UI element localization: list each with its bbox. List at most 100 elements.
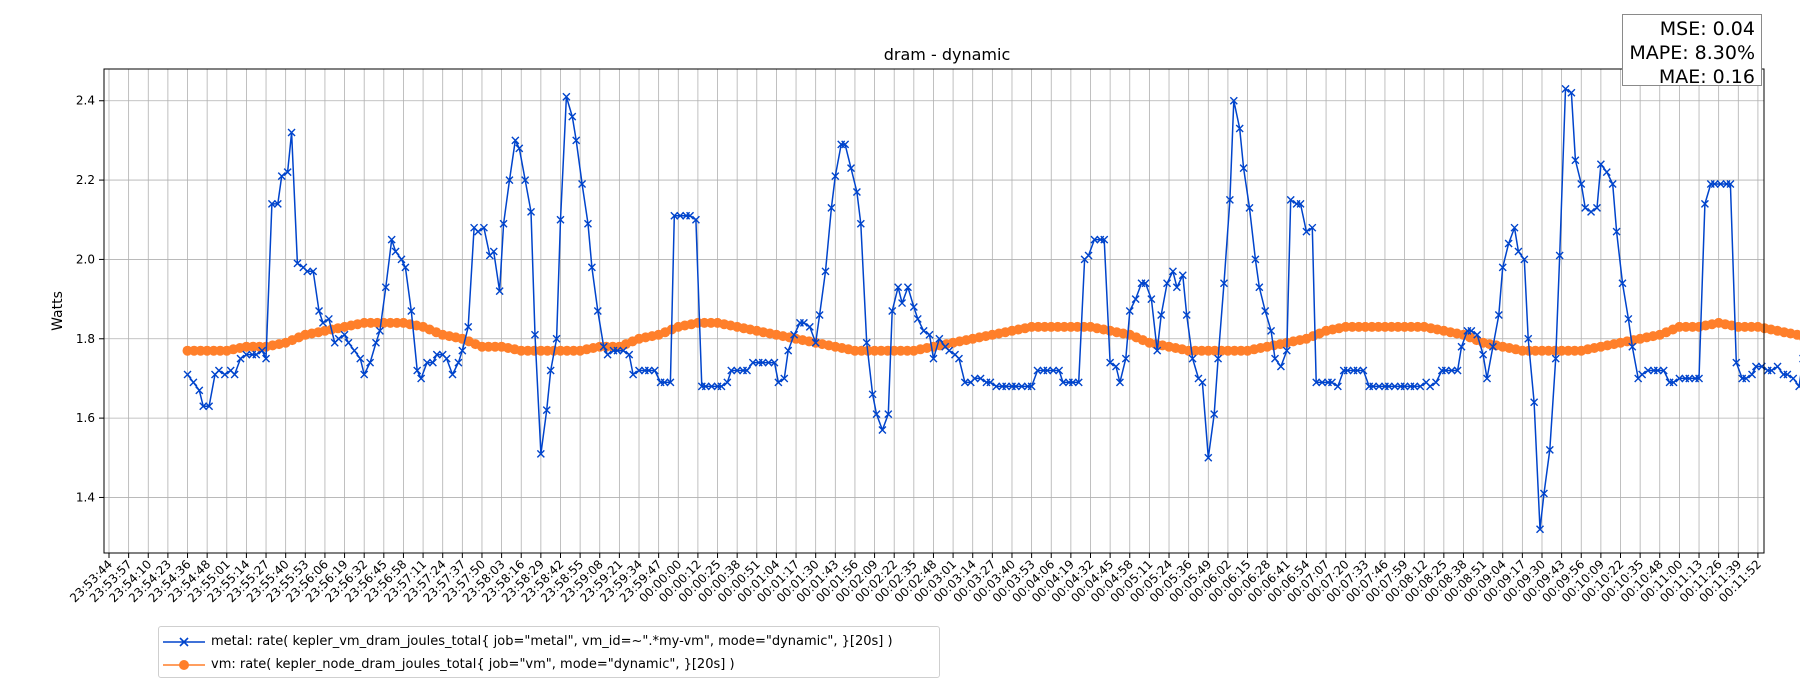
metal-point bbox=[733, 366, 742, 375]
metal-point bbox=[727, 366, 736, 375]
metal-point bbox=[909, 303, 918, 312]
mae-text: MAE: 0.16 bbox=[1658, 66, 1755, 88]
metal-point bbox=[236, 354, 245, 363]
metal-point bbox=[474, 227, 483, 236]
metal-point bbox=[1027, 382, 1036, 391]
metal-point bbox=[1033, 366, 1042, 375]
metal-point bbox=[878, 426, 887, 435]
metal-point bbox=[831, 172, 840, 181]
metal-point bbox=[267, 199, 276, 208]
metal-point bbox=[780, 374, 789, 383]
grid-lines bbox=[104, 69, 1764, 553]
metal-point bbox=[1178, 271, 1187, 280]
metal-point bbox=[1789, 374, 1798, 383]
metal-point bbox=[774, 378, 783, 387]
metal-point bbox=[568, 112, 577, 121]
metal-point bbox=[1742, 374, 1751, 383]
metal-point bbox=[556, 215, 565, 224]
legend-marker-x-icon bbox=[163, 636, 205, 647]
metal-point bbox=[1592, 203, 1601, 212]
metal-point bbox=[686, 211, 695, 220]
metal-point bbox=[205, 402, 214, 411]
metal-point bbox=[625, 350, 634, 359]
metal-point bbox=[375, 326, 384, 335]
metal-point bbox=[505, 176, 514, 185]
metal-point bbox=[1453, 366, 1462, 375]
metal-point bbox=[1163, 279, 1172, 288]
metal-point bbox=[511, 136, 520, 145]
metal-point bbox=[650, 366, 659, 375]
metal-point bbox=[992, 382, 1001, 391]
metal-point bbox=[1125, 307, 1134, 315]
y-axis-label: Watts bbox=[50, 291, 66, 331]
metal-point bbox=[670, 211, 679, 220]
metal-point bbox=[442, 354, 451, 363]
metal-point bbox=[1055, 366, 1064, 375]
metal-point bbox=[1751, 362, 1760, 371]
metal-point bbox=[578, 180, 587, 189]
metal-point bbox=[530, 330, 539, 339]
metal-point bbox=[1049, 366, 1058, 375]
y-tick-label: 2.4 bbox=[76, 94, 95, 108]
metal-point bbox=[868, 390, 877, 399]
metal-point bbox=[986, 378, 995, 387]
metal-point bbox=[1375, 382, 1384, 391]
metal-point bbox=[805, 322, 814, 331]
metal-point bbox=[1473, 330, 1482, 339]
y-tick-label: 2.2 bbox=[76, 173, 95, 187]
metal-point bbox=[381, 283, 390, 292]
metal-point bbox=[799, 318, 808, 327]
metal-point bbox=[1685, 374, 1694, 383]
metal-point bbox=[644, 366, 653, 375]
metal-point bbox=[1710, 180, 1719, 189]
metal-point bbox=[1596, 160, 1605, 169]
metal-point bbox=[888, 307, 897, 315]
metal-point bbox=[1384, 382, 1393, 391]
metal-point bbox=[1441, 366, 1450, 375]
metal-point bbox=[1100, 235, 1109, 244]
metal-point bbox=[413, 366, 422, 375]
metal-point bbox=[1198, 378, 1207, 387]
metal-point bbox=[587, 263, 596, 272]
metal-point bbox=[283, 168, 292, 177]
metal-point bbox=[572, 136, 581, 145]
metal-point bbox=[758, 358, 767, 367]
metal-point bbox=[1188, 354, 1197, 363]
metal-point bbox=[1239, 164, 1248, 173]
metal-point bbox=[1106, 358, 1115, 367]
metal-point bbox=[1555, 251, 1564, 260]
metal-point bbox=[1343, 366, 1352, 375]
metal-point bbox=[603, 350, 612, 359]
metal-point bbox=[315, 307, 324, 315]
metal-point bbox=[764, 358, 773, 367]
series-layer bbox=[182, 84, 1800, 534]
plot-frame bbox=[103, 68, 1765, 554]
metal-point bbox=[277, 172, 286, 181]
metal-point bbox=[1090, 235, 1099, 244]
metal-point bbox=[925, 330, 934, 339]
metal-point bbox=[935, 334, 944, 343]
metal-point bbox=[350, 346, 359, 355]
metal-point bbox=[1431, 378, 1440, 387]
metal-point bbox=[1112, 362, 1121, 371]
metal-point bbox=[262, 354, 271, 363]
legend-label-vm: vm: rate( kepler_node_dram_joules_total{… bbox=[211, 657, 735, 672]
metal-point bbox=[454, 358, 463, 367]
metal-point bbox=[1147, 295, 1156, 304]
metal-series-line bbox=[186, 88, 1800, 530]
metal-point bbox=[334, 334, 343, 343]
metal-point bbox=[862, 338, 871, 347]
metal-point bbox=[293, 259, 302, 268]
metal-point bbox=[903, 283, 912, 292]
metal-point bbox=[784, 346, 793, 355]
metal-point bbox=[1068, 378, 1077, 387]
metrics-box: MSE: 0.04 MAPE: 8.30% MAE: 0.16 bbox=[1622, 14, 1762, 88]
metal-point bbox=[1318, 378, 1327, 387]
metal-point bbox=[448, 370, 457, 379]
metal-point bbox=[619, 346, 628, 355]
metal-point bbox=[1524, 334, 1533, 343]
metal-point bbox=[1172, 283, 1181, 292]
metal-point bbox=[1748, 370, 1757, 379]
metal-point bbox=[847, 164, 856, 173]
metal-point bbox=[1115, 378, 1124, 387]
